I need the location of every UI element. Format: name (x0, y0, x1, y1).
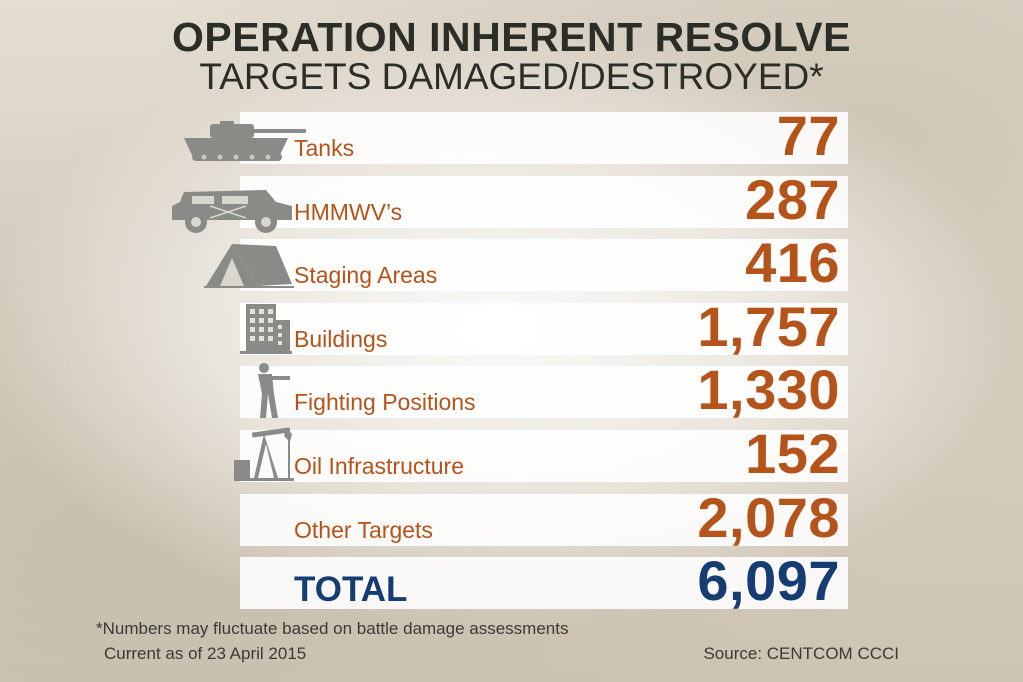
row-label: Other Targets (294, 517, 433, 543)
total-label: TOTAL (294, 570, 408, 609)
tent-icon (204, 240, 296, 290)
row-value: 152 (745, 422, 840, 485)
table-row-total: TOTAL 6,097 (240, 549, 848, 612)
row-value: 77 (776, 104, 840, 167)
chart-subtitle: TARGETS DAMAGED/DESTROYED* (199, 56, 824, 97)
oil-pump-icon (234, 424, 294, 482)
soldier-icon (252, 362, 292, 420)
row-value: 416 (745, 231, 840, 294)
row-value: 1,330 (697, 358, 840, 421)
date-note: Current as of 23 April 2015 (104, 644, 307, 663)
humvee-icon (170, 182, 294, 234)
table-row-staging-areas: Staging Areas 416 (240, 231, 848, 294)
row-label: HMMWV’s (294, 199, 403, 225)
row-value: 287 (745, 168, 840, 231)
total-value: 6,097 (697, 549, 840, 612)
source-note: Source: CENTCOM CCCI (703, 644, 899, 663)
table-row-hmmwvs: HMMWV’s 287 (240, 168, 848, 231)
footnote: *Numbers may fluctuate based on battle d… (96, 619, 569, 638)
row-value: 1,757 (697, 295, 840, 358)
table-row-tanks: Tanks 77 (240, 104, 848, 167)
table-row-fighting-positions: Fighting Positions 1,330 (240, 358, 848, 421)
table-row-oil-infrastructure: Oil Infrastructure 152 (240, 422, 848, 485)
tank-icon (180, 121, 310, 163)
row-label: Buildings (294, 326, 388, 352)
table-row-buildings: Buildings 1,757 (240, 295, 848, 358)
row-value: 2,078 (697, 486, 840, 549)
chart-title: OPERATION INHERENT RESOLVE (172, 14, 851, 60)
building-icon (240, 302, 292, 354)
table-row-other-targets: Other Targets 2,078 (240, 486, 848, 549)
row-label: Staging Areas (294, 262, 438, 288)
row-label: Oil Infrastructure (294, 453, 464, 479)
row-label: Fighting Positions (294, 389, 476, 415)
row-label: Tanks (294, 135, 355, 161)
